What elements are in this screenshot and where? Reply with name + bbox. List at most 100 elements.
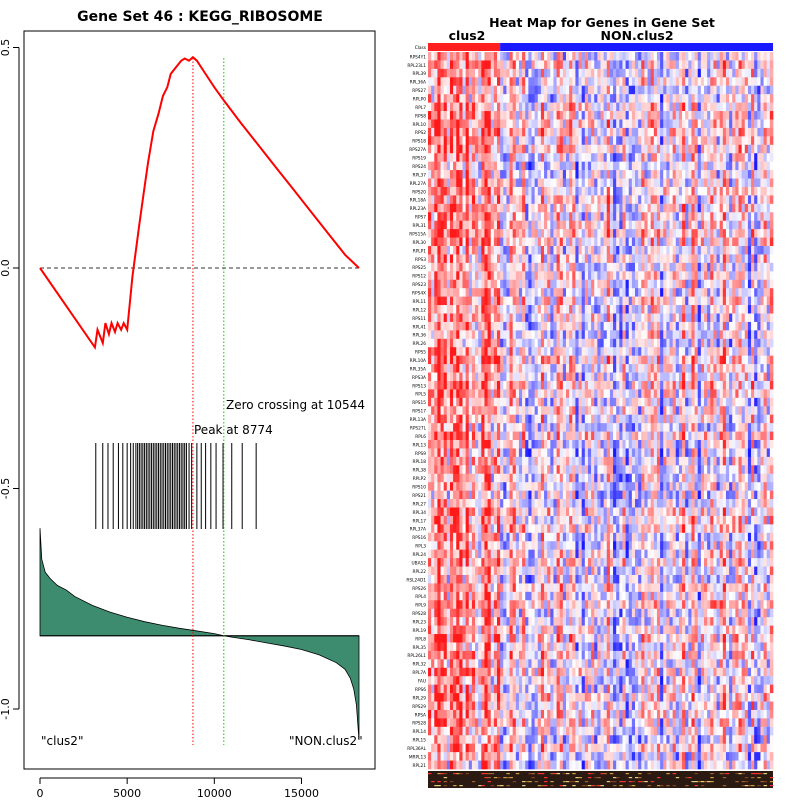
heatmap-cell [575, 397, 579, 407]
heatmap-cell [575, 364, 579, 373]
heatmap-cell [722, 262, 727, 272]
heatmap-cell [490, 380, 495, 390]
heatmap-cell [453, 94, 457, 103]
heatmap-cell [437, 423, 441, 432]
heatmap-cell [518, 237, 523, 247]
heatmap-cell [732, 111, 736, 120]
heatmap-cell [506, 288, 510, 297]
heatmap-cell [594, 203, 598, 213]
heatmap-cell [606, 406, 611, 416]
heatmap-cell [616, 68, 620, 78]
heatmap-cell [528, 212, 532, 222]
heatmap-cell [732, 212, 736, 222]
heatmap-cell [534, 237, 539, 247]
heatmap-cell [584, 85, 589, 95]
heatmap-cell [688, 246, 692, 255]
heatmap-cell [644, 68, 648, 78]
heatmap-cell [635, 119, 639, 129]
heatmap-cell [587, 68, 592, 78]
heatmap-cell [446, 186, 451, 196]
heatmap-cell [660, 119, 664, 129]
heatmap-cell [449, 161, 454, 171]
heatmap-cell [641, 127, 645, 137]
heatmap-cell [694, 203, 699, 213]
heatmap-cell [522, 279, 526, 289]
heatmap-cell [544, 220, 548, 230]
heatmap-cell [741, 397, 746, 407]
heatmap-cell [597, 52, 601, 61]
heatmap-cell [537, 60, 542, 70]
heatmap-cell [716, 246, 721, 255]
heatmap-cell [443, 170, 448, 179]
heatmap-cell [751, 406, 755, 416]
heatmap-cell [707, 102, 711, 112]
heatmap-cell [625, 305, 630, 314]
heatmap-cell [688, 220, 692, 230]
heatmap-cell [584, 136, 589, 146]
heatmap-cell [644, 111, 648, 120]
heatmap-cell [434, 330, 438, 340]
heatmap-cell [751, 212, 755, 222]
heatmap-cell [503, 178, 507, 188]
heatmap-cell [697, 170, 702, 179]
heatmap-cell [719, 321, 724, 331]
heatmap-cell [462, 305, 466, 314]
heatmap-cell [729, 338, 733, 348]
heatmap-cell [682, 380, 686, 390]
heatmap-cell [754, 170, 758, 179]
heatmap-cell [697, 254, 702, 264]
heatmap-cell [751, 321, 755, 331]
heatmap-cell [591, 355, 595, 365]
heatmap-cell [525, 355, 529, 365]
heatmap-cell [484, 178, 488, 188]
heatmap-cell [682, 111, 686, 120]
heatmap-cell [672, 254, 677, 264]
heatmap-cell [622, 68, 626, 78]
heatmap-cell [650, 254, 655, 264]
heatmap-cell [591, 380, 595, 390]
heatmap-cell [616, 279, 620, 289]
heatmap-cell [660, 338, 664, 348]
heatmap-cell [431, 279, 435, 289]
heatmap-cell [719, 254, 724, 264]
heatmap-cell [732, 330, 736, 340]
heatmap-cell [490, 136, 495, 146]
heatmap-cell [735, 153, 739, 163]
heatmap-cell [569, 111, 573, 120]
heatmap-cell [732, 119, 736, 129]
heatmap-cell [716, 111, 721, 120]
heatmap-cell [763, 77, 768, 87]
heatmap-cell [550, 254, 554, 264]
heatmap-cell [584, 313, 589, 323]
heatmap-cell [713, 161, 717, 171]
heatmap-cell [644, 414, 648, 424]
heatmap-cell [769, 94, 774, 103]
heatmap-cell [747, 203, 752, 213]
heatmap-cell [569, 406, 573, 416]
heatmap-cell [691, 372, 695, 382]
heatmap-cell [468, 186, 473, 196]
heatmap-cell [704, 52, 708, 61]
heatmap-cell [531, 170, 535, 179]
heatmap-cell [641, 85, 645, 95]
heatmap-cell [616, 406, 620, 416]
heatmap-cell [553, 178, 557, 188]
heatmap-cell [500, 170, 504, 179]
heatmap-cell [528, 237, 532, 247]
heatmap-cell [471, 186, 476, 196]
heatmap-cell [663, 279, 667, 289]
heatmap-cell [528, 262, 532, 272]
heatmap-cell [763, 347, 768, 357]
heatmap-cell [666, 102, 670, 112]
heatmap-cell [490, 305, 495, 314]
heatmap-cell [622, 85, 626, 95]
heatmap-cell [440, 136, 445, 146]
heatmap-cell [428, 170, 432, 179]
heatmap-cell [475, 85, 479, 95]
heatmap-cell [481, 77, 485, 87]
heatmap-cell [704, 212, 708, 222]
heatmap-cell [493, 389, 498, 399]
heatmap-cell [584, 161, 589, 171]
heatmap-cell [763, 153, 768, 163]
heatmap-cell [475, 229, 479, 238]
